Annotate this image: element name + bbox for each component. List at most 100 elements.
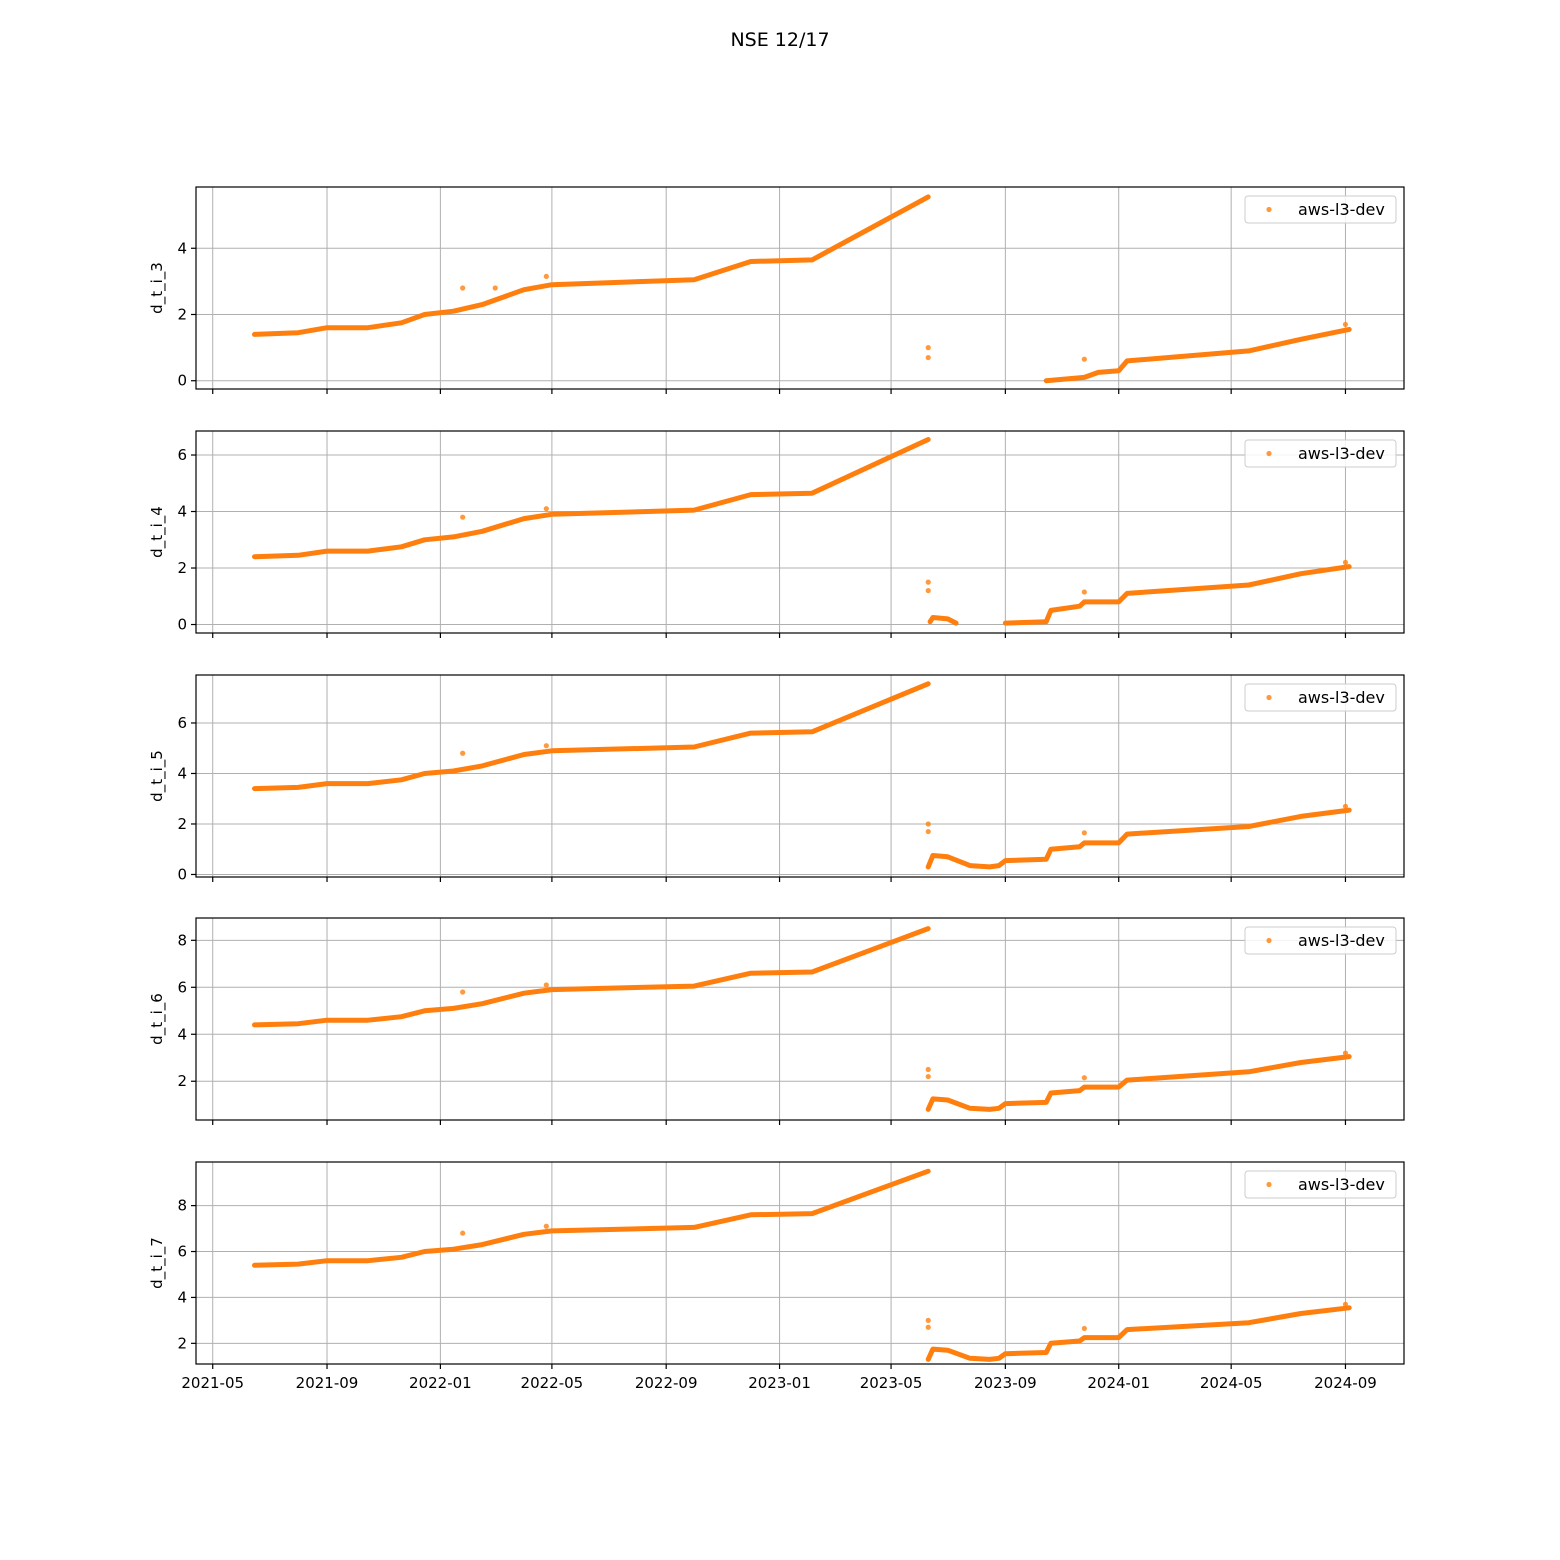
- outlier-point: [926, 580, 931, 585]
- x-tick-label: 2024-05: [1200, 1374, 1263, 1392]
- series-group: [255, 929, 1350, 1110]
- x-tick-label: 2022-05: [521, 1374, 584, 1392]
- series-segment: [928, 810, 1349, 867]
- outlier-point: [544, 506, 549, 511]
- panel-d_t_i_3: 0 2 4 d_t_i_3 aws-l3-dev: [148, 187, 1404, 394]
- legend-label: aws-l3-dev: [1298, 200, 1385, 219]
- series-segment: [930, 618, 956, 624]
- outlier-point: [544, 743, 549, 748]
- series-group: [255, 197, 1350, 381]
- y-tick-label: 4: [177, 1288, 187, 1306]
- x-tick-label: 2023-01: [748, 1374, 811, 1392]
- y-tick-label: 2: [177, 1072, 187, 1090]
- x-tick-label: 2021-05: [181, 1374, 244, 1392]
- outlier-point: [460, 1231, 465, 1236]
- outlier-point: [1343, 1050, 1348, 1055]
- outlier-point: [1082, 830, 1087, 835]
- outlier-point: [926, 821, 931, 826]
- outlier-point: [1343, 1302, 1348, 1307]
- y-tick-label: 4: [177, 764, 187, 782]
- axes-frame: [196, 1162, 1404, 1364]
- y-axis-label: d_t_i_4: [148, 506, 167, 558]
- y-tick-label: 6: [177, 1243, 187, 1261]
- x-tick-label: 2022-01: [409, 1374, 472, 1392]
- legend-label: aws-l3-dev: [1298, 1175, 1385, 1194]
- x-tick-label: 2023-09: [974, 1374, 1037, 1392]
- x-tick-label: 2021-09: [296, 1374, 359, 1392]
- series-group: [255, 684, 1350, 867]
- axes-frame: [196, 187, 1404, 389]
- outlier-point: [1343, 560, 1348, 565]
- series-segment: [928, 1057, 1349, 1110]
- outlier-point: [460, 989, 465, 994]
- outlier-point: [926, 1074, 931, 1079]
- outlier-point: [926, 1318, 931, 1323]
- outlier-point: [460, 751, 465, 756]
- series-segment: [255, 684, 929, 789]
- legend-label: aws-l3-dev: [1298, 688, 1385, 707]
- axes-frame: [196, 675, 1404, 877]
- legend-marker: [1266, 207, 1271, 212]
- legend-marker: [1266, 1182, 1271, 1187]
- panel-d_t_i_5: 0 2 4 6 d_t_i_5 aws-l3-dev: [148, 675, 1404, 883]
- x-tick-label: 2024-09: [1314, 1374, 1377, 1392]
- y-axis-label: d_t_i_3: [148, 262, 167, 314]
- outlier-point: [1343, 322, 1348, 327]
- y-tick-label: 2: [177, 1334, 187, 1352]
- legend-marker: [1266, 938, 1271, 943]
- y-tick-label: 0: [177, 865, 187, 883]
- y-axis-label: d_t_i_7: [148, 1237, 167, 1289]
- series-segment: [255, 197, 929, 335]
- series-segment: [255, 929, 929, 1025]
- y-tick-label: 4: [177, 503, 187, 521]
- y-tick-label: 6: [177, 446, 187, 464]
- legend-marker: [1266, 451, 1271, 456]
- outlier-point: [1082, 589, 1087, 594]
- legend-label: aws-l3-dev: [1298, 931, 1385, 950]
- outlier-point: [544, 982, 549, 987]
- y-tick-label: 2: [177, 559, 187, 577]
- legend-label: aws-l3-dev: [1298, 444, 1385, 463]
- outlier-point: [460, 285, 465, 290]
- axes-frame: [196, 431, 1404, 633]
- x-tick-label: 2022-09: [635, 1374, 698, 1392]
- outlier-point: [926, 345, 931, 350]
- outlier-point: [926, 588, 931, 593]
- outlier-point: [926, 1067, 931, 1072]
- y-axis-label: d_t_i_5: [148, 750, 167, 802]
- outlier-point: [926, 829, 931, 834]
- panel-d_t_i_6: 2468d_t_i_6aws-l3-dev: [148, 918, 1404, 1125]
- y-axis-label: d_t_i_6: [148, 993, 167, 1045]
- x-tick-label: 2023-05: [860, 1374, 923, 1392]
- outlier-point: [460, 515, 465, 520]
- outlier-point: [1343, 804, 1348, 809]
- y-tick-label: 6: [177, 714, 187, 732]
- y-tick-label: 8: [177, 931, 187, 949]
- outlier-point: [926, 1325, 931, 1330]
- chart-title: NSE 12/17: [730, 29, 829, 51]
- outlier-point: [1082, 1326, 1087, 1331]
- outlier-point: [1082, 1075, 1087, 1080]
- outlier-point: [544, 1224, 549, 1229]
- y-tick-label: 8: [177, 1197, 187, 1215]
- series-segment: [1046, 329, 1349, 380]
- y-tick-label: 2: [177, 305, 187, 323]
- series-segment: [928, 1308, 1349, 1360]
- outlier-point: [544, 274, 549, 279]
- legend-marker: [1266, 695, 1271, 700]
- panel-d_t_i_7: 2021-05 2021-09 2022-01 2022-05 2022-09 2023-…: [148, 1162, 1404, 1392]
- y-tick-label: 4: [177, 239, 187, 257]
- outlier-point: [493, 285, 498, 290]
- series-group: [255, 1171, 1350, 1359]
- y-tick-label: 2: [177, 815, 187, 833]
- outlier-point: [926, 355, 931, 360]
- series-group: [255, 440, 1350, 624]
- outlier-point: [1082, 357, 1087, 362]
- series-segment: [1005, 567, 1349, 624]
- series-segment: [255, 440, 929, 557]
- y-tick-label: 6: [177, 978, 187, 996]
- y-tick-label: 0: [177, 616, 187, 634]
- panels-container: 0 2 4 d_t_i_3 aws-l3-dev 0 2 4 6 d_t_i_4 aws-l3-de…: [148, 187, 1404, 1392]
- panel-d_t_i_4: 0 2 4 6 d_t_i_4 aws-l3-dev: [148, 431, 1404, 638]
